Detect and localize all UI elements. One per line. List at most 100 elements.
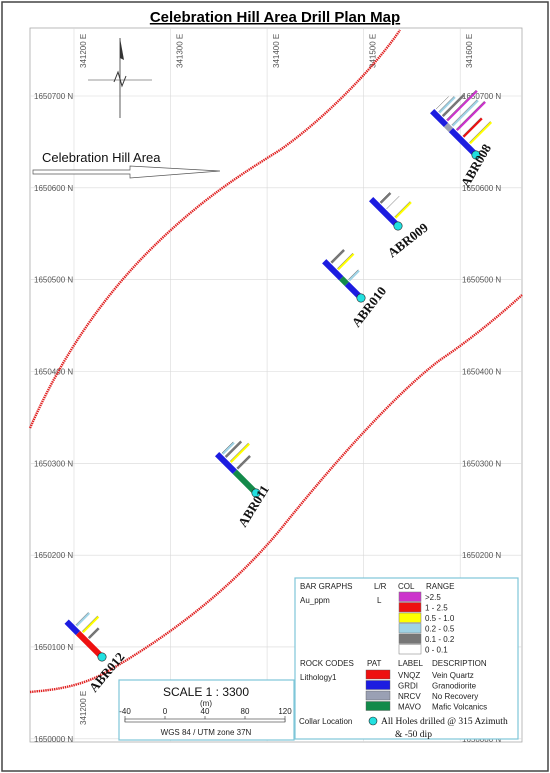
lithology-segment	[322, 259, 344, 281]
assay-bar-outline	[337, 252, 353, 269]
assay-bar-outline	[81, 615, 98, 632]
assay-bar	[379, 192, 392, 204]
legend-lr-value: L	[377, 596, 382, 605]
northing-label: 1650700 N	[34, 92, 73, 101]
collar-icon	[97, 652, 107, 662]
area-pointer-arrow	[32, 165, 221, 179]
lithology-segment	[369, 197, 401, 229]
easting-label: 341200 E	[79, 34, 88, 68]
legend-rock-list: VNQZ Vein Quartz GRDI Granodiorite NRCV No Re…	[365, 669, 487, 712]
north-arrow-icon	[88, 38, 152, 118]
legend-label-header: LABEL	[398, 659, 423, 668]
scale-tick-label: 0	[163, 707, 168, 716]
drill-hole	[430, 89, 493, 160]
assay-bar	[462, 117, 483, 138]
legend-collar-label: Collar Location	[299, 717, 352, 726]
scale-unit: (m)	[200, 699, 212, 708]
assay-bar-outline	[87, 627, 99, 638]
assay-bar	[446, 90, 478, 122]
rock-description: Vein Quartz	[432, 671, 474, 680]
assay-bar-outline	[236, 455, 250, 469]
lithology-segment	[448, 127, 479, 158]
scale-bar-graphic	[124, 718, 286, 723]
range-swatch	[398, 602, 422, 613]
legend-bar-graphs-header: BAR GRAPHS	[300, 582, 352, 591]
range-label: >2.5	[425, 593, 441, 602]
assay-bar-outline	[221, 441, 234, 454]
rock-swatch	[365, 669, 391, 680]
collar-icon	[356, 293, 366, 303]
assay-bar-outline	[446, 89, 477, 120]
assay-bar	[348, 269, 360, 282]
legend-range-list: >2.5 1 - 2.50.5 - 1.0 0.2 - 0.50.1 - 0.2 0 …	[398, 591, 455, 655]
assay-bar	[75, 612, 91, 627]
assay-bar-outline	[224, 440, 241, 457]
northing-label: 1650500 N	[34, 276, 73, 285]
map-title: Celebration Hill Area Drill Plan Map	[150, 9, 400, 26]
assay-bar	[386, 196, 401, 211]
northing-label: 1650300 N	[462, 459, 501, 468]
assay-bar-outline	[229, 442, 249, 462]
legend-lithology-label: Lithology1	[300, 673, 337, 682]
assay-bar-outline	[455, 100, 485, 130]
assay-bar	[442, 94, 465, 118]
range-label: 1 - 2.5	[425, 604, 448, 613]
assay-bar	[236, 455, 251, 470]
range-swatch	[398, 612, 422, 623]
area-label: Celebration Hill Area	[42, 150, 161, 165]
assay-bar	[469, 121, 493, 145]
hole-label: ABR008	[458, 141, 495, 190]
scale-projection: WGS 84 / UTM zone 37N	[161, 728, 252, 737]
range-swatch	[398, 623, 422, 634]
lithology-segment	[339, 276, 349, 286]
northing-label: 1650400 N	[462, 367, 501, 376]
range-swatch	[398, 644, 422, 655]
collar-icon	[393, 221, 403, 231]
drill-holes	[64, 89, 493, 662]
lithology-segment	[64, 619, 81, 636]
assay-bar-outline	[379, 192, 390, 203]
rock-description: Mafic Volcanics	[432, 703, 487, 712]
scale-bar: SCALE 1 : 3300 (m) -40 0 40 80 120 WGS 84 / …	[118, 679, 295, 741]
range-label: 0.1 - 0.2	[425, 635, 455, 644]
lithology-segment	[232, 469, 259, 496]
assay-bar	[82, 615, 100, 634]
legend-rock-codes-header: ROCK CODES	[300, 659, 354, 668]
lithology-segment	[214, 451, 237, 474]
assay-bar	[456, 101, 486, 132]
assay-bar-outline	[394, 201, 411, 218]
northing-label: 1650600 N	[34, 184, 73, 193]
rock-description: No Recovery	[432, 692, 478, 701]
scale-title: SCALE 1 : 3300	[163, 685, 249, 699]
assay-bar	[438, 96, 456, 114]
assay-bar	[88, 627, 100, 640]
range-label: 0.2 - 0.5	[425, 625, 455, 634]
northing-label: 1650100 N	[34, 643, 73, 652]
assay-bar	[230, 443, 250, 463]
northing-label: 1650000 N	[34, 735, 73, 744]
drill-hole	[214, 440, 261, 498]
rock-code: GRDI	[398, 682, 418, 691]
contour-line-upper	[28, 29, 401, 429]
legend-description-header: DESCRIPTION	[432, 659, 487, 668]
collar-icon	[251, 488, 261, 498]
easting-label: 341600 E	[465, 34, 474, 68]
lithology-segment	[443, 122, 454, 133]
drill-hole	[369, 192, 412, 231]
legend-variable: Au_ppm	[300, 596, 330, 605]
legend-collar-text-2: & -50 dip	[395, 730, 432, 740]
drill-hole	[322, 249, 366, 303]
assay-bar	[394, 201, 412, 219]
assay-bar	[224, 440, 243, 458]
easting-label: 341500 E	[369, 34, 378, 68]
rock-code: VNQZ	[398, 671, 420, 680]
scale-box	[118, 679, 295, 741]
scale-tick-label: 120	[278, 707, 292, 716]
scale-tick-label: 40	[201, 707, 210, 716]
range-label: 0 - 0.1	[425, 646, 448, 655]
legend-lr-header: L/R	[374, 582, 387, 591]
rock-code: MAVO	[398, 703, 421, 712]
assay-bar-outline	[75, 612, 89, 626]
legend-pat-header: PAT	[367, 659, 381, 668]
